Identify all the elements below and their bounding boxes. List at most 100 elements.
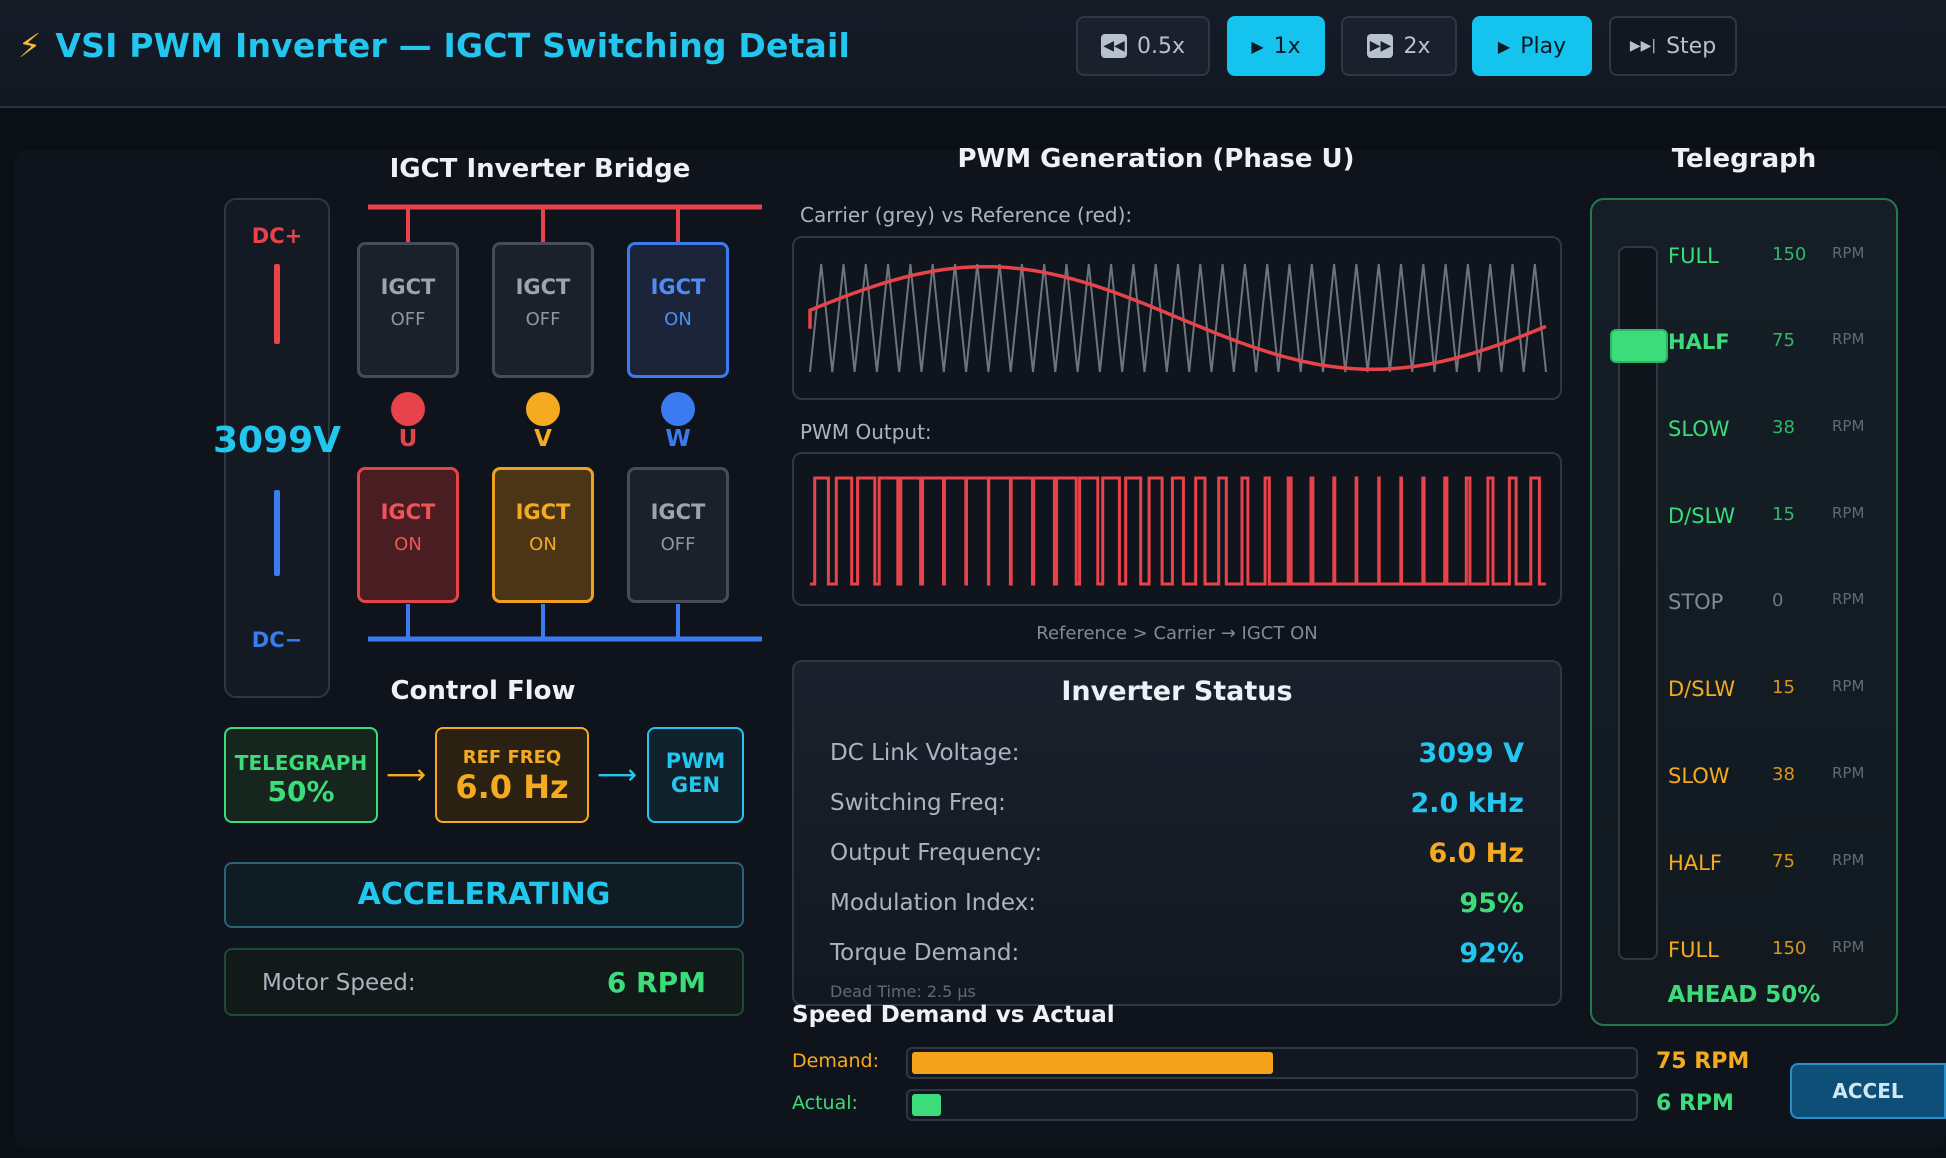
notch-rpm: 150 — [1772, 244, 1807, 265]
notch-rpm: 15 — [1772, 504, 1795, 525]
actual-bar-fill — [912, 1094, 941, 1116]
notch-unit: RPM — [1832, 851, 1865, 869]
play-button[interactable]: ▶ Play — [1472, 16, 1592, 76]
telegraph-notch-slow-astern[interactable]: SLOW 38 RPM — [1668, 764, 1888, 794]
telegraph-notch-dslw-astern[interactable]: D/SLW 15 RPM — [1668, 677, 1888, 707]
play-icon: ▶ — [1251, 36, 1264, 56]
notch-name: FULL — [1668, 244, 1719, 268]
pwm-rule-caption: Reference > Carrier → IGCT ON — [1036, 623, 1318, 644]
notch-unit: RPM — [1832, 938, 1865, 956]
telegraph-notch-dslw-ahead[interactable]: D/SLW 15 RPM — [1668, 504, 1888, 534]
flow-telegraph-box: TELEGRAPH 50% — [224, 727, 378, 823]
flow-arrow-1: ⟶ — [386, 758, 427, 791]
notch-name: FULL — [1668, 938, 1719, 962]
dc-plus-bar — [274, 264, 280, 344]
telegraph-lever-handle[interactable] — [1610, 329, 1668, 363]
notch-name: HALF — [1668, 851, 1722, 875]
dc-voltage-readout: 3099V — [212, 420, 342, 461]
status-row-modulation-index: Modulation Index: 95% — [830, 888, 1524, 919]
notch-unit: RPM — [1832, 417, 1865, 435]
status-row-dc-link: DC Link Voltage: 3099 V — [830, 738, 1524, 769]
phase-v-label: V — [534, 426, 552, 452]
motor-speed-label: Motor Speed: — [262, 970, 416, 996]
notch-unit: RPM — [1832, 677, 1865, 695]
demand-bar-track — [906, 1047, 1638, 1079]
status-row-output-freq: Output Frequency: 6.0 Hz — [830, 838, 1524, 869]
speed-1x-button[interactable]: ▶ 1x — [1227, 16, 1325, 76]
demand-label: Demand: — [792, 1050, 879, 1072]
igct-u-upper[interactable]: IGCT OFF — [357, 242, 459, 378]
notch-unit: RPM — [1832, 330, 1865, 348]
telegraph-readout: AHEAD 50% — [1667, 982, 1821, 1008]
inverter-status-panel: Inverter Status DC Link Voltage: 3099 V S… — [792, 660, 1562, 1006]
demand-bar-fill — [912, 1052, 1273, 1074]
dc-minus-bar — [274, 490, 280, 576]
telegraph-panel: FULL 150 RPM HALF 75 RPM SLOW 38 RPM D/SLW 15 RPM ST… — [1590, 198, 1898, 1026]
demand-value: 75 RPM — [1656, 1049, 1750, 1074]
flow-ref-freq-box: REF FREQ 6.0 Hz — [435, 727, 589, 823]
igct-v-lower[interactable]: IGCT ON — [492, 467, 594, 603]
igct-v-upper[interactable]: IGCT OFF — [492, 242, 594, 378]
step-button[interactable]: ▶▶| Step — [1609, 16, 1737, 76]
phase-u-label: U — [398, 426, 418, 452]
telegraph-notch-stop-stop[interactable]: STOP 0 RPM — [1668, 590, 1888, 620]
state-banner: ACCELERATING — [224, 862, 744, 928]
rewind-icon: ◀◀ — [1100, 34, 1127, 58]
igct-u-lower[interactable]: IGCT ON — [357, 467, 459, 603]
telegraph-lever-track[interactable] — [1618, 246, 1658, 960]
control-flow-title: Control Flow — [390, 676, 576, 706]
notch-name: D/SLW — [1668, 504, 1736, 528]
telegraph-notch-half-astern[interactable]: HALF 75 RPM — [1668, 851, 1888, 881]
notch-rpm: 75 — [1772, 851, 1795, 872]
bridge-title: IGCT Inverter Bridge — [389, 154, 691, 184]
bridge-busbars — [368, 204, 762, 642]
speed-0-5x-button[interactable]: ◀◀ 0.5x — [1076, 16, 1210, 76]
igct-w-upper[interactable]: IGCT ON — [627, 242, 729, 378]
notch-unit: RPM — [1832, 764, 1865, 782]
notch-unit: RPM — [1832, 504, 1865, 522]
carrier-reference-svg — [808, 263, 1547, 373]
fast-forward-icon: ▶▶ — [1367, 34, 1394, 58]
motor-speed-value: 6 RPM — [606, 966, 706, 999]
phase-w-label: W — [665, 426, 691, 452]
notch-unit: RPM — [1832, 244, 1865, 262]
pwm-output-plot — [792, 452, 1562, 606]
carrier-reference-plot — [792, 236, 1562, 400]
phase-u-dot — [391, 392, 425, 426]
pwm-output-svg — [810, 476, 1546, 586]
accel-button[interactable]: ACCEL — [1790, 1063, 1946, 1119]
dc-plus-label: DC+ — [251, 224, 303, 248]
status-title: Inverter Status — [1061, 676, 1293, 707]
step-icon: ▶▶| — [1629, 38, 1657, 54]
telegraph-notch-half-ahead[interactable]: HALF 75 RPM — [1668, 330, 1888, 360]
flow-pwm-gen-box: PWM GEN — [647, 727, 744, 823]
dc-minus-label: DC− — [251, 628, 303, 652]
pwm-title: PWM Generation (Phase U) — [957, 144, 1355, 174]
telegraph-notch-full-ahead[interactable]: FULL 150 RPM — [1668, 244, 1888, 274]
status-row-switching-freq: Switching Freq: 2.0 kHz — [830, 788, 1524, 819]
reference-wave — [808, 264, 1547, 372]
notch-rpm: 15 — [1772, 677, 1795, 698]
bolt-icon: ⚡ — [18, 26, 42, 65]
speed-bars-title: Speed Demand vs Actual — [792, 1002, 1115, 1028]
carrier-caption: Carrier (grey) vs Reference (red): — [800, 203, 1133, 227]
notch-rpm: 0 — [1772, 590, 1784, 611]
top-bar: ⚡ VSI PWM Inverter — IGCT Switching Detai… — [0, 0, 1946, 108]
speed-2x-button[interactable]: ▶▶ 2x — [1341, 16, 1457, 76]
play-icon: ▶ — [1497, 36, 1511, 56]
telegraph-notch-slow-ahead[interactable]: SLOW 38 RPM — [1668, 417, 1888, 447]
actual-label: Actual: — [792, 1092, 858, 1114]
notch-name: HALF — [1668, 330, 1730, 354]
pwm-output-caption: PWM Output: — [800, 420, 932, 444]
telegraph-notch-full-astern[interactable]: FULL 150 RPM — [1668, 938, 1888, 968]
notch-name: STOP — [1668, 590, 1724, 614]
phase-w-dot — [661, 392, 695, 426]
pwm-output-wave — [810, 476, 1546, 586]
notch-rpm: 38 — [1772, 417, 1795, 438]
actual-value: 6 RPM — [1656, 1091, 1734, 1116]
actual-bar-track — [906, 1089, 1638, 1121]
motor-speed-box: Motor Speed: 6 RPM — [224, 948, 744, 1016]
notch-rpm: 150 — [1772, 938, 1807, 959]
telegraph-title: Telegraph — [1671, 144, 1817, 174]
igct-w-lower[interactable]: IGCT OFF — [627, 467, 729, 603]
